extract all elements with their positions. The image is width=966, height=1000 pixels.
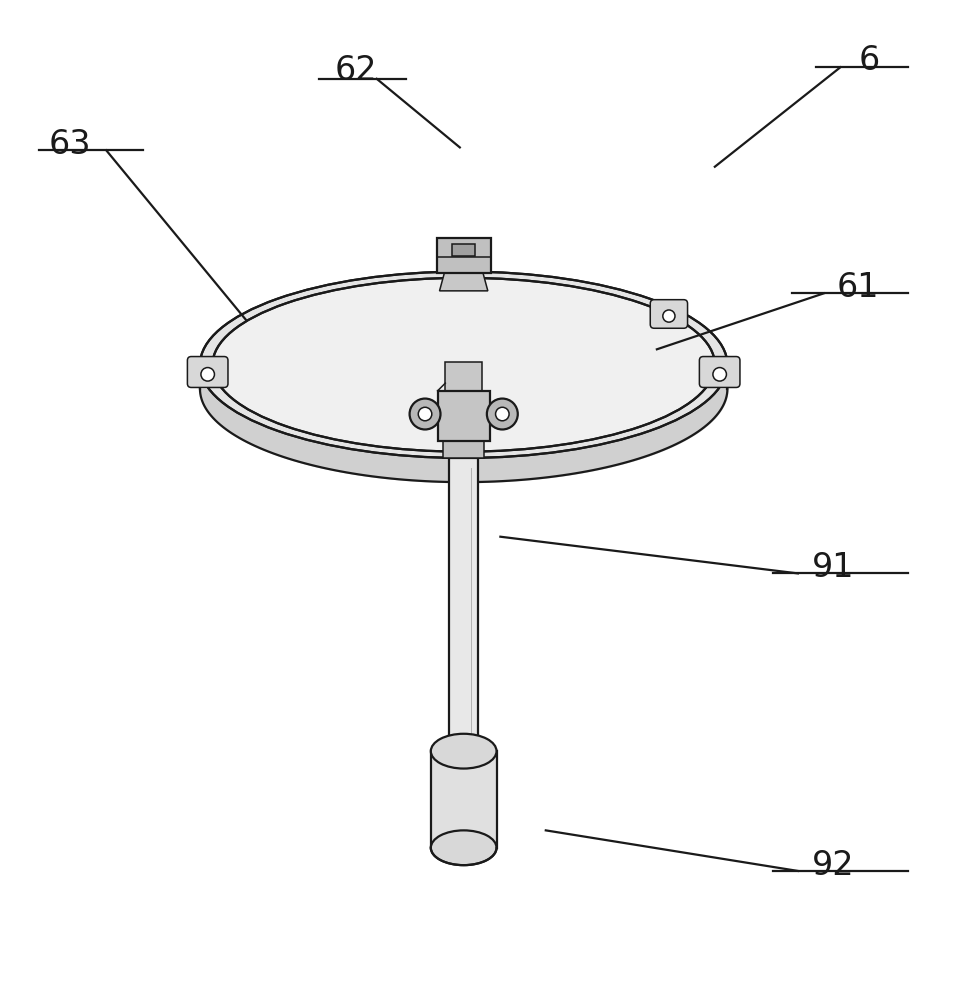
FancyBboxPatch shape	[650, 300, 688, 328]
Circle shape	[487, 399, 518, 429]
Circle shape	[663, 310, 675, 322]
Ellipse shape	[431, 830, 497, 865]
Bar	[449, 458, 478, 751]
Bar	[443, 441, 484, 458]
Text: 63: 63	[48, 128, 91, 161]
FancyBboxPatch shape	[699, 357, 740, 387]
Circle shape	[410, 399, 440, 429]
Circle shape	[496, 407, 509, 421]
Bar	[438, 391, 490, 441]
Ellipse shape	[200, 272, 727, 458]
Text: 92: 92	[811, 849, 854, 882]
Circle shape	[713, 368, 726, 381]
Ellipse shape	[431, 734, 497, 769]
Text: 62: 62	[334, 54, 377, 87]
Text: 91: 91	[811, 551, 854, 584]
Text: 61: 61	[837, 271, 879, 304]
Bar	[452, 244, 475, 256]
Circle shape	[201, 368, 214, 381]
Bar	[431, 751, 497, 848]
Bar	[445, 362, 482, 391]
Ellipse shape	[213, 278, 715, 452]
FancyBboxPatch shape	[187, 357, 228, 387]
Text: 6: 6	[859, 44, 880, 77]
Polygon shape	[440, 273, 488, 291]
Bar	[437, 238, 491, 273]
Circle shape	[418, 407, 432, 421]
